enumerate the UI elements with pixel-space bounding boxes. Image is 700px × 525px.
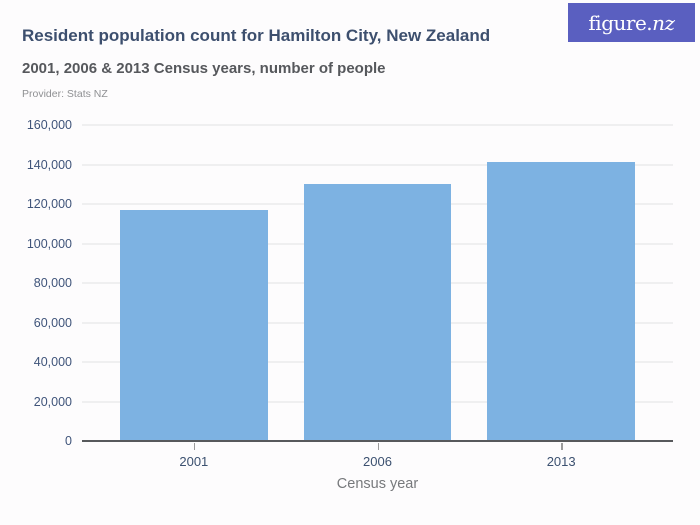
y-axis-labels: 0 20,000 40,000 60,000 80,000 100,000 120,000 1… [0,118,72,448]
y-axis-tick-label: 100,000 [26,236,72,251]
bar-2006[interactable] [303,184,452,441]
y-axis-tick-label: 120,000 [26,197,72,211]
gridline [82,163,673,166]
x-axis-title: Census year [336,476,419,492]
gridline [82,124,673,126]
chart-subtitle: 2001, 2006 & 2013 Census years, number o… [22,60,386,77]
y-axis-tick-label: 0 [65,434,72,448]
logo-text-main: figure. [588,10,653,35]
x-axis-tick-label: 2013 [546,454,576,469]
provider-label: Provider: Stats NZ [22,88,108,100]
x-axis-tick-label: 2001 [179,454,209,469]
y-axis-tick-label: 160,000 [26,118,72,132]
x-axis-line [82,440,673,442]
y-axis-tick-label: 20,000 [33,394,72,409]
logo-text-suffix: nz [652,10,675,35]
y-axis-tick-label: 140,000 [26,157,72,172]
page-title: Resident population count for Hamilton C… [22,26,491,45]
bar-2013[interactable] [487,161,635,441]
plot-area [82,124,673,442]
x-axis-tick [561,443,563,450]
x-axis-tick-label: 2006 [363,454,392,469]
y-axis-tick-label: 80,000 [33,276,72,290]
x-axis-tick [193,443,196,450]
bar-2001[interactable] [120,209,268,441]
y-axis-tick-label: 40,000 [33,355,72,369]
x-axis-tick [377,443,379,450]
x-axis-labels: 2001 2006 2013 [82,441,673,475]
y-axis-tick-label: 60,000 [33,315,72,330]
figure-nz-logo[interactable]: figure. nz [568,3,695,42]
